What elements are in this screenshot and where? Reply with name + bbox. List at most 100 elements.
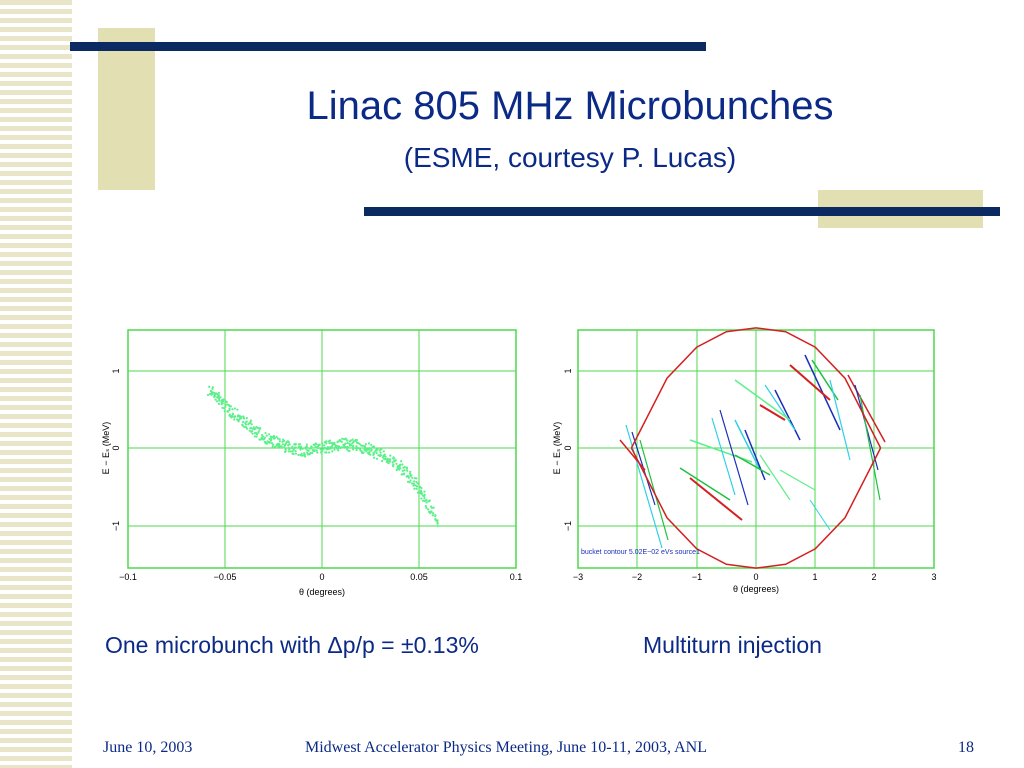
particle-point xyxy=(233,407,237,410)
particle-point xyxy=(311,451,314,455)
particle-point xyxy=(337,440,340,443)
particle-point xyxy=(386,461,390,464)
particle-point xyxy=(318,443,321,446)
particle-point xyxy=(342,438,346,441)
particle-point xyxy=(407,476,410,479)
particle-point xyxy=(303,453,306,456)
particle-point xyxy=(434,515,437,518)
particle-point xyxy=(294,446,297,449)
particle-point xyxy=(278,440,281,443)
particle-point xyxy=(244,423,248,426)
particle-point xyxy=(332,442,336,445)
particle-point xyxy=(291,445,294,448)
particle-point xyxy=(425,501,428,504)
particle-point xyxy=(351,438,354,441)
particle-point xyxy=(364,443,367,446)
particle-point xyxy=(294,443,297,446)
particle-point xyxy=(273,436,276,439)
particle-point xyxy=(436,522,439,525)
particle-point xyxy=(310,445,313,448)
particle-point xyxy=(406,474,409,478)
particle-point xyxy=(297,453,300,457)
particle-streak xyxy=(859,394,881,501)
particle-point xyxy=(287,450,290,453)
particle-point xyxy=(401,469,404,472)
x-tick-label: 0 xyxy=(319,572,324,582)
y-tick-label: 0 xyxy=(111,445,121,450)
particle-point xyxy=(245,427,249,430)
particle-point xyxy=(263,436,267,439)
particle-point xyxy=(298,443,302,446)
particle-point xyxy=(238,416,242,419)
particle-point xyxy=(275,435,278,438)
particle-point xyxy=(249,426,252,429)
particle-point xyxy=(309,451,312,454)
caption-left: One microbunch with Δp/p = ±0.13% xyxy=(105,632,479,658)
particle-point xyxy=(323,446,326,449)
particle-point xyxy=(261,435,265,438)
particle-point xyxy=(297,445,301,448)
particle-point xyxy=(362,444,365,447)
particle-point xyxy=(423,490,426,493)
particle-point xyxy=(430,510,433,513)
particle-point xyxy=(312,443,315,446)
particle-point xyxy=(258,428,261,431)
particle-point xyxy=(282,446,285,449)
particle-point xyxy=(256,426,260,430)
particle-point xyxy=(379,451,382,454)
particle-point xyxy=(243,425,246,429)
particle-point xyxy=(333,448,336,451)
particle-point xyxy=(251,432,254,435)
x-axis-label: θ (degrees) xyxy=(733,584,779,594)
particle-point xyxy=(412,482,415,485)
particle-point xyxy=(314,442,317,445)
particle-point xyxy=(358,442,361,445)
particle-point xyxy=(411,476,414,479)
particle-point xyxy=(326,446,329,449)
particle-point xyxy=(425,498,428,502)
particle-point xyxy=(373,450,376,453)
particle-point xyxy=(401,463,404,466)
particle-point xyxy=(436,525,439,528)
particle-point xyxy=(278,438,281,441)
particle-point xyxy=(411,482,414,485)
particle-point xyxy=(228,409,231,412)
particle-point xyxy=(409,470,412,473)
particle-streak xyxy=(789,364,831,401)
particle-streak xyxy=(734,419,761,471)
particle-point xyxy=(236,418,239,421)
navy-rule-bottom xyxy=(364,207,1000,216)
particle-point xyxy=(276,437,280,440)
particle-point xyxy=(400,473,403,476)
particle-point xyxy=(355,440,358,443)
particle-streak xyxy=(759,404,786,421)
bucket-contour-line xyxy=(630,447,882,569)
particle-point xyxy=(272,443,275,446)
x-tick-label: 3 xyxy=(931,572,936,582)
particle-streak xyxy=(734,379,791,421)
y-tick-label: −1 xyxy=(111,521,121,531)
particle-point xyxy=(398,464,401,467)
particle-point xyxy=(304,455,307,458)
particle-point xyxy=(294,452,298,455)
particle-point xyxy=(320,451,323,454)
x-tick-label: −3 xyxy=(573,572,583,582)
particle-streak xyxy=(779,469,816,491)
particle-point xyxy=(393,457,396,460)
bucket-contour-note: bucket contour 5.02E−02 eVs source1 xyxy=(581,549,700,556)
particle-point xyxy=(375,451,378,455)
y-axis-label: E − Eₛ (MeV) xyxy=(552,422,562,475)
particle-streak xyxy=(734,454,771,476)
particle-point xyxy=(410,474,413,477)
particle-point xyxy=(353,440,356,443)
particle-point xyxy=(287,441,290,444)
particle-point xyxy=(372,445,375,448)
particle-point xyxy=(344,442,347,445)
particle-point xyxy=(372,452,376,456)
caption-right: Multiturn injection xyxy=(643,632,822,658)
navy-rule-top xyxy=(70,42,706,51)
left-stripe-decoration xyxy=(0,0,72,768)
particle-point xyxy=(431,514,434,517)
footer-date: June 10, 2003 xyxy=(103,739,193,756)
particle-point xyxy=(402,472,406,475)
